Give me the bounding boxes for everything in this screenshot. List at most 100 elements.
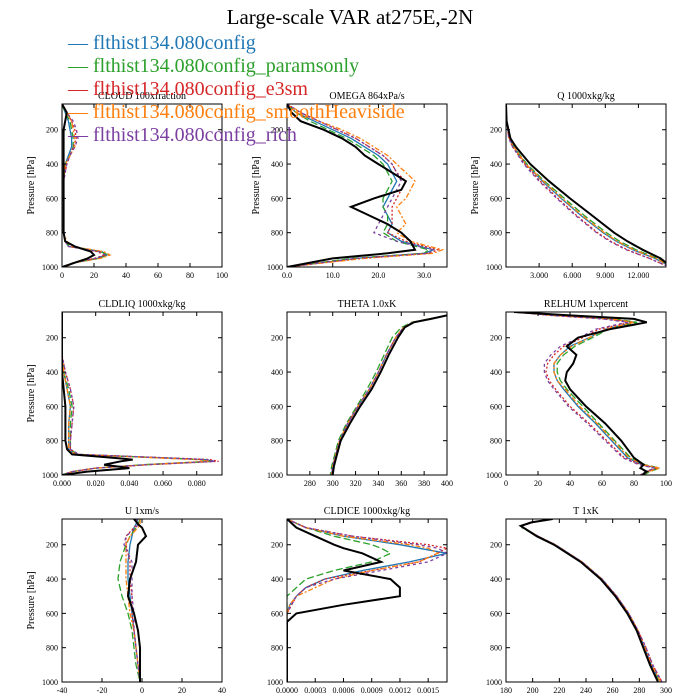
x-tick-label: 0.000 — [53, 479, 71, 488]
y-tick-label: 800 — [271, 644, 283, 653]
x-tick-label: 0 — [140, 686, 144, 695]
legend-item: — flthist134.080config_paramsonly — [68, 55, 360, 77]
x-tick-label: 20 — [90, 271, 98, 280]
x-tick-label: 0.0015 — [417, 686, 439, 695]
series-line — [62, 312, 216, 475]
x-tick-label: 12.000 — [627, 271, 649, 280]
y-tick-label: 200 — [271, 334, 283, 343]
x-tick-label: 9.000 — [596, 271, 614, 280]
y-tick-label: 1000 — [267, 678, 283, 687]
series-line — [62, 312, 214, 475]
plot-frame — [505, 103, 667, 268]
panel-title: CLDLIQ 1000xkg/kg — [99, 299, 186, 310]
series-line — [330, 314, 447, 475]
y-tick-label: 1000 — [486, 471, 502, 480]
y-tick-label: 200 — [46, 541, 58, 550]
series-line — [117, 519, 141, 682]
x-tick-label: -40 — [57, 686, 68, 695]
series-line — [519, 519, 660, 682]
series-line — [62, 312, 211, 475]
series-line — [520, 519, 662, 682]
series-line — [330, 314, 447, 475]
x-tick-label: 180 — [500, 686, 512, 695]
series-line — [287, 519, 392, 682]
y-tick-label: 200 — [271, 541, 283, 550]
series-line — [330, 314, 447, 475]
x-tick-label: 40 — [122, 271, 130, 280]
y-tick-label: 600 — [490, 402, 502, 411]
x-tick-label: 280 — [633, 686, 645, 695]
x-tick-label: 30.0 — [417, 271, 431, 280]
series-line — [62, 312, 219, 475]
series-line — [506, 104, 666, 265]
y-tick-label: 600 — [490, 194, 502, 203]
x-tick-label: 280 — [304, 479, 316, 488]
reference-line — [518, 519, 659, 682]
x-tick-label: 20.0 — [371, 271, 385, 280]
x-tick-label: 40 — [218, 686, 226, 695]
reference-line — [506, 104, 666, 264]
plot-frame — [505, 518, 667, 683]
plot-frame — [61, 103, 223, 268]
panel: Q 1000xkg/kg 200 400 600 800 1000 3.000 6.000 9.… — [470, 91, 667, 280]
x-tick-label: 0 — [60, 271, 64, 280]
x-tick-label: 60 — [598, 479, 606, 488]
y-tick-label: 600 — [46, 194, 58, 203]
y-tick-label: 400 — [490, 160, 502, 169]
x-tick-label: 0.0006 — [332, 686, 354, 695]
series-line — [287, 519, 440, 682]
series-line — [520, 519, 663, 682]
plot-frame — [61, 311, 223, 476]
panel-title: U 1xm/s — [125, 506, 159, 517]
reference-line — [331, 314, 447, 475]
x-tick-label: 100 — [660, 479, 672, 488]
y-tick-label: 800 — [271, 229, 283, 238]
legend-item: — flthist134.080config_smoothHeaviside — [68, 101, 405, 123]
x-tick-label: 20 — [178, 686, 186, 695]
legend-item: — flthist134.080config_rich — [68, 124, 297, 146]
series-line — [513, 312, 663, 475]
reference-line — [126, 519, 148, 682]
series-line — [513, 312, 662, 475]
y-tick-label: 400 — [271, 160, 283, 169]
y-tick-label: 600 — [271, 194, 283, 203]
x-tick-label: 400 — [441, 479, 453, 488]
y-tick-label: 800 — [46, 229, 58, 238]
x-tick-label: 360 — [395, 479, 407, 488]
y-tick-label: 400 — [46, 368, 58, 377]
reference-line — [287, 104, 417, 267]
panel-title: THETA 1.0xK — [338, 299, 397, 310]
y-tick-label: 1000 — [486, 263, 502, 272]
y-tick-label: 800 — [490, 229, 502, 238]
x-tick-label: 0.060 — [154, 479, 172, 488]
reference-line — [513, 312, 649, 475]
y-tick-label: 600 — [490, 609, 502, 618]
plot-frame — [286, 103, 448, 268]
series-line — [123, 519, 141, 682]
y-axis-label: Pressure [hPa] — [26, 364, 37, 422]
series-line — [513, 312, 658, 475]
y-tick-label: 400 — [46, 575, 58, 584]
x-tick-label: 300 — [327, 479, 339, 488]
x-tick-label: 0.080 — [188, 479, 206, 488]
y-tick-label: 400 — [490, 575, 502, 584]
x-tick-label: 240 — [580, 686, 592, 695]
panel: U 1xm/s 200 400 600 800 1000-40 -20 0 20 40 Pressu… — [26, 506, 226, 695]
x-tick-label: 300 — [660, 686, 672, 695]
x-tick-label: 80 — [186, 271, 194, 280]
series-line — [287, 519, 447, 682]
plot-frame — [286, 518, 448, 683]
y-tick-label: 600 — [271, 402, 283, 411]
y-tick-label: 600 — [46, 609, 58, 618]
series-line — [506, 104, 666, 265]
plot-frame — [286, 311, 448, 476]
x-tick-label: 0.0009 — [361, 686, 383, 695]
series-line — [520, 519, 663, 682]
legend-item: — flthist134.080config_e3sm — [68, 78, 308, 100]
